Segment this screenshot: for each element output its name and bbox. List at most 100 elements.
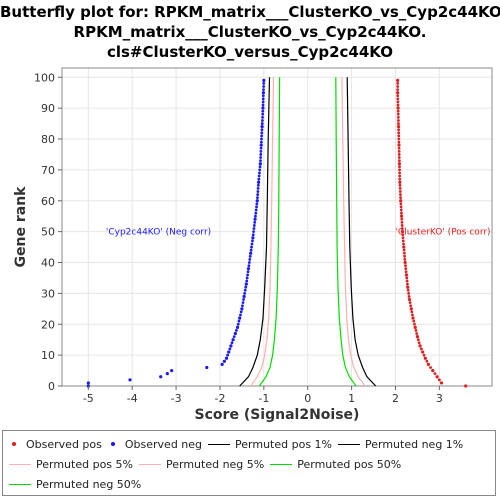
observed-neg-point [259,140,263,144]
chart-title-line-2: RPKM_matrix___ClusterKO_vs_Cyp2c44KO. [73,23,427,41]
y-tick-label: 80 [41,133,55,146]
observed-neg-point [241,304,244,308]
observed-neg-point [261,112,265,116]
x-tick-label: 0 [304,392,311,405]
y-tick-label: 10 [41,349,55,362]
observed-neg-point [205,365,209,370]
observed-neg-point [238,316,242,320]
legend: Observed pos Observed neg Permuted pos 1… [2,430,496,496]
observed-neg-point [231,338,235,342]
observed-neg-point [253,217,257,221]
observed-neg-point [227,350,231,354]
observed-neg-point [250,242,254,246]
observed-pos-point [397,149,401,153]
observed-neg-point [236,322,240,326]
permuted-neg-5-swatch [138,463,161,465]
observed-neg-point [239,310,243,314]
observed-pos-point [464,384,468,388]
observed-pos-point [405,279,409,283]
observed-pos-point [400,220,404,224]
observed-neg-point [228,347,232,351]
observed-neg-point [226,353,230,357]
permuted-lines [239,77,377,387]
observed-pos-point [400,217,404,221]
observed-pos-point [406,285,410,289]
x-axis-label: Score (Signal2Noise) [195,407,360,423]
observed-pos-point [412,319,416,323]
observed-pos-point [397,122,400,125]
observed-pos-point [398,177,402,181]
observed-pos-point [416,338,420,342]
observed-neg-point [233,332,237,335]
observed-neg-point [240,307,244,311]
legend-item-permuted-pos-50: Permuted pos 50% [270,458,401,471]
observed-pos-point [409,307,413,311]
observed-pos-point [408,301,412,305]
series-line-permuted-pos-50 [335,77,357,387]
observed-pos-point [399,199,403,203]
chart-title-line-1: Butterfly plot for: RPKM_matrix___Cluste… [0,3,500,21]
y-tick-label: 100 [34,71,55,84]
observed-neg-point [247,264,251,267]
observed-pos-point [400,224,404,227]
legend-item-observed-pos: Observed pos [9,438,102,451]
observed-neg-point [236,325,239,329]
x-tick-label: 2 [392,392,399,405]
observed-pos-point [407,295,411,298]
observed-pos-point [396,91,400,95]
observed-neg-point [258,162,262,166]
observed-pos-point [400,211,403,215]
observed-neg-point [232,335,236,339]
observed-pos-point [403,254,406,258]
observed-neg-point [252,230,255,234]
x-tick-label: -3 [171,392,182,405]
y-tick-label: 20 [41,318,55,331]
y-tick-label: 60 [41,195,55,208]
observed-neg-point [258,165,262,169]
observed-pos-point [396,109,400,113]
legend-row-2: Permuted pos 5% Permuted neg 5% Permuted… [9,455,407,473]
observed-neg-point [262,82,266,85]
observed-neg-point [242,298,245,301]
observed-pos-point [399,202,403,206]
legend-item-permuted-neg-1: Permuted neg 1% [338,438,463,451]
observed-pos-point [403,258,407,261]
observed-neg-point [260,122,264,125]
observed-pos-point [396,82,400,85]
observed-pos-point [397,125,400,129]
permuted-neg-50-swatch [9,483,31,485]
observed-pos-point [405,273,408,277]
observed-pos-point [423,356,427,360]
observed-neg-point [250,245,253,249]
legend-item-observed-neg: Observed neg [108,438,202,451]
observed-neg-point [257,174,261,178]
observed-neg-point [259,159,262,163]
observed-neg-point [261,100,265,104]
observed-pos-point [411,313,414,317]
observed-pos-point [397,146,401,150]
observed-pos-point [413,322,416,326]
observed-pos-point [422,353,426,357]
legend-row-1: Observed pos Observed neg Permuted pos 1… [9,435,469,453]
observed-pos-point [406,282,409,286]
observed-neg-point [262,85,266,88]
x-tick-label: -2 [214,392,225,405]
observed-neg-point [248,254,252,258]
observed-neg-point [254,208,258,212]
y-tick-label: 70 [41,164,55,177]
observed-neg-point [256,196,259,200]
observed-pos-point [400,214,404,218]
legend-item-permuted-pos-1: Permuted pos 1% [208,438,332,451]
x-tick-label: 3 [436,392,443,405]
observed-pos-point [440,381,443,385]
observed-pos-point [396,119,400,122]
observed-pos-point [397,159,401,163]
permuted-pos-5-swatch [9,463,31,465]
observed-neg-point [261,109,265,113]
observed-pos-point [396,112,400,116]
observed-neg-point [256,183,260,187]
observed-pos-point [435,375,439,379]
observed-neg-point [262,88,265,92]
